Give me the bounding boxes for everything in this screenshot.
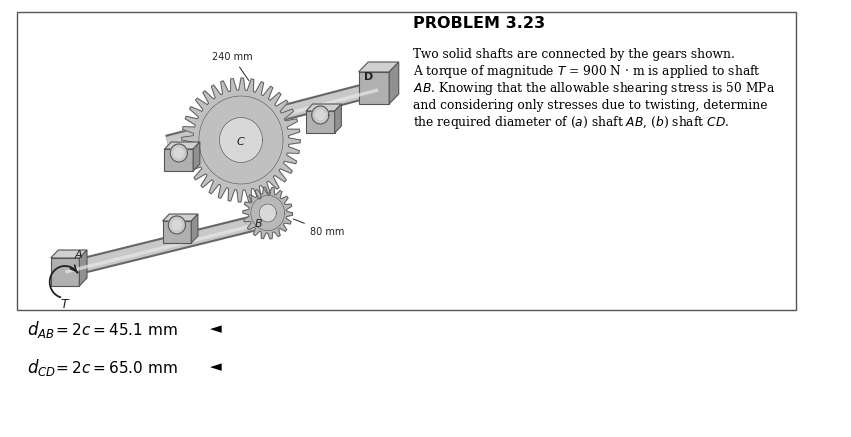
Text: PROBLEM 3.23: PROBLEM 3.23 [413,16,545,31]
Polygon shape [193,142,200,171]
Polygon shape [243,187,293,239]
Text: D: D [364,72,374,82]
Polygon shape [316,110,325,120]
Polygon shape [358,72,389,104]
Text: $AB$. Knowing that the allowable shearing stress is 50 MPa: $AB$. Knowing that the allowable shearin… [413,80,775,97]
Text: $d_{AB}$: $d_{AB}$ [26,319,54,340]
Text: A torque of magnitude $T$ = 900 N · m is applied to shaft: A torque of magnitude $T$ = 900 N · m is… [413,63,761,80]
Polygon shape [170,144,187,162]
Polygon shape [358,62,399,72]
Text: C: C [237,137,244,147]
Polygon shape [199,96,283,184]
Text: $d_{CD}$: $d_{CD}$ [26,357,56,378]
Polygon shape [334,104,341,133]
Text: A: A [75,250,83,260]
Polygon shape [51,250,87,258]
Polygon shape [51,258,79,286]
Polygon shape [251,195,284,231]
Polygon shape [389,62,399,104]
Text: T: T [60,298,68,311]
Polygon shape [306,104,341,111]
Text: $= 2c = 65.0\ \mathrm{mm}$: $= 2c = 65.0\ \mathrm{mm}$ [53,360,178,376]
Polygon shape [168,216,186,234]
Text: $= 2c = 45.1\ \mathrm{mm}$: $= 2c = 45.1\ \mathrm{mm}$ [53,322,178,338]
Polygon shape [181,78,300,202]
Polygon shape [163,214,198,221]
Polygon shape [164,142,200,149]
Polygon shape [220,118,262,163]
Polygon shape [172,220,181,230]
Text: the required diameter of ($a$) shaft $AB$, ($b$) shaft $CD$.: the required diameter of ($a$) shaft $AB… [413,114,729,131]
Text: ◄: ◄ [210,359,222,374]
Polygon shape [174,148,184,158]
Polygon shape [164,149,193,171]
Polygon shape [79,250,87,286]
Text: B: B [254,219,262,229]
Text: Two solid shafts are connected by the gears shown.: Two solid shafts are connected by the ge… [413,48,735,61]
Polygon shape [306,111,334,133]
Polygon shape [259,204,277,222]
Text: 240 mm: 240 mm [212,52,253,81]
Text: 80 mm: 80 mm [294,219,344,237]
Text: and considering only stresses due to twisting, determine: and considering only stresses due to twi… [413,99,768,112]
Polygon shape [163,221,191,243]
Polygon shape [311,106,329,124]
Polygon shape [191,214,198,243]
Text: ◄: ◄ [210,321,222,336]
FancyBboxPatch shape [17,12,797,310]
